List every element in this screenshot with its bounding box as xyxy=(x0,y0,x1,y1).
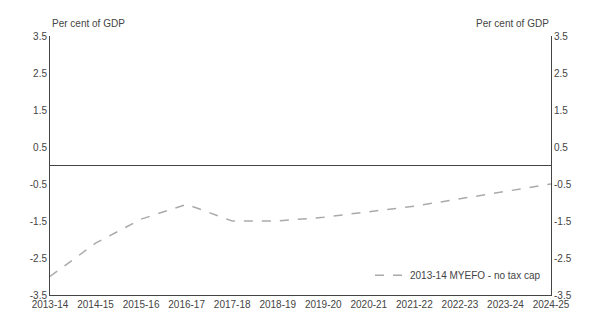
svg-text:-1.5: -1.5 xyxy=(30,216,48,227)
svg-text:-3.5: -3.5 xyxy=(30,290,48,301)
svg-text:0.5: 0.5 xyxy=(554,142,568,153)
svg-text:-2.5: -2.5 xyxy=(30,253,48,264)
svg-text:2016-17: 2016-17 xyxy=(168,299,205,310)
svg-text:0.5: 0.5 xyxy=(33,142,47,153)
svg-text:2018-19: 2018-19 xyxy=(259,299,296,310)
svg-text:2020-21: 2020-21 xyxy=(350,299,387,310)
svg-text:2.5: 2.5 xyxy=(33,68,47,79)
svg-text:2013-14: 2013-14 xyxy=(32,299,69,310)
svg-text:1.5: 1.5 xyxy=(33,105,47,116)
svg-text:2024-25: 2024-25 xyxy=(533,299,570,310)
svg-text:2021-22: 2021-22 xyxy=(396,299,433,310)
svg-text:-3.5: -3.5 xyxy=(554,290,572,301)
svg-text:3.5: 3.5 xyxy=(554,31,568,42)
svg-text:-0.5: -0.5 xyxy=(30,179,48,190)
svg-text:-0.5: -0.5 xyxy=(554,179,572,190)
svg-text:3.5: 3.5 xyxy=(33,31,47,42)
svg-text:Per cent of GDP: Per cent of GDP xyxy=(52,18,125,29)
svg-text:2023-24: 2023-24 xyxy=(487,299,524,310)
svg-text:-2.5: -2.5 xyxy=(554,253,572,264)
svg-text:2015-16: 2015-16 xyxy=(123,299,160,310)
svg-text:2014-15: 2014-15 xyxy=(77,299,114,310)
svg-text:2019-20: 2019-20 xyxy=(305,299,342,310)
svg-text:-1.5: -1.5 xyxy=(554,216,572,227)
svg-text:2022-23: 2022-23 xyxy=(442,299,479,310)
svg-text:Per cent of GDP: Per cent of GDP xyxy=(476,18,549,29)
svg-text:2017-18: 2017-18 xyxy=(214,299,251,310)
svg-text:2.5: 2.5 xyxy=(554,68,568,79)
svg-text:2013-14 MYEFO - no tax cap: 2013-14 MYEFO - no tax cap xyxy=(410,270,541,281)
svg-text:1.5: 1.5 xyxy=(554,105,568,116)
